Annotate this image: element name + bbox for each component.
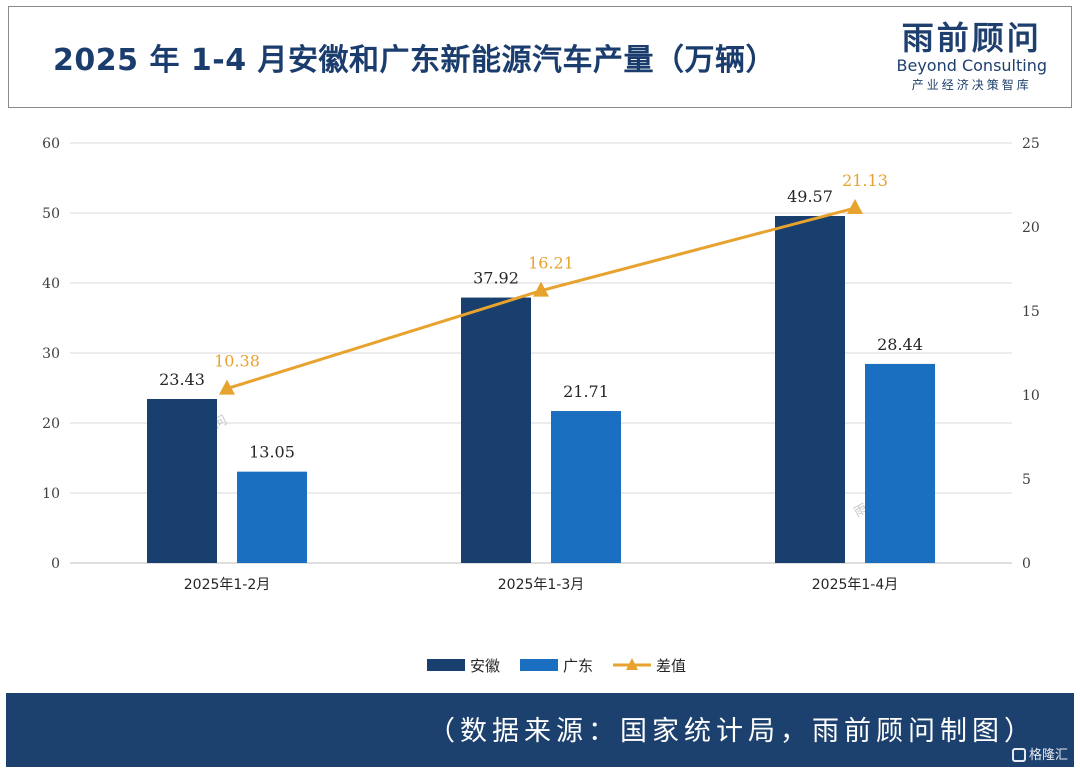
y-left-tick-label: 50 bbox=[42, 206, 60, 222]
source-footer: （数据来源：国家统计局，雨前顾问制图） 格隆汇 bbox=[6, 693, 1074, 767]
y-left-tick-label: 60 bbox=[42, 136, 60, 152]
y-right-tick-label: 15 bbox=[1022, 304, 1040, 320]
x-tick-label: 2025年1-4月 bbox=[812, 577, 899, 593]
x-tick-label: 2025年1-2月 bbox=[184, 577, 271, 593]
y-right-tick-label: 20 bbox=[1022, 220, 1040, 236]
y-right-tick-label: 10 bbox=[1022, 388, 1040, 404]
diff-point-marker bbox=[533, 281, 549, 297]
bar-anhui bbox=[147, 398, 217, 563]
legend-marker-diff bbox=[626, 658, 638, 670]
y-left-tick-label: 20 bbox=[42, 416, 60, 432]
diff-point-marker bbox=[219, 379, 235, 395]
bar-data-label: 13.05 bbox=[249, 443, 295, 462]
header-box: 2025 年 1-4 月安徽和广东新能源汽车产量（万辆） 雨前顾问 Beyond… bbox=[8, 6, 1072, 108]
bar-data-label: 21.71 bbox=[563, 382, 609, 401]
bar-anhui bbox=[461, 297, 531, 563]
bar-data-label: 37.92 bbox=[473, 269, 519, 288]
corner-watermark-text: 格隆汇 bbox=[1028, 748, 1068, 763]
y-left-tick-label: 0 bbox=[51, 556, 60, 572]
brand-logo: 雨前顾问 Beyond Consulting 产业经济决策智库 bbox=[897, 19, 1048, 93]
bar-data-label: 28.44 bbox=[877, 335, 923, 354]
legend-label: 广东 bbox=[563, 657, 593, 675]
legend-label: 安徽 bbox=[470, 657, 500, 675]
source-note: （数据来源：国家统计局，雨前顾问制图） bbox=[428, 716, 1036, 747]
legend-label: 差值 bbox=[656, 657, 686, 675]
bar-guangdong bbox=[865, 363, 935, 563]
corner-watermark: 格隆汇 bbox=[1011, 744, 1068, 763]
diff-data-label: 16.21 bbox=[528, 254, 574, 273]
legend-swatch-anhui bbox=[427, 659, 465, 671]
y-right-tick-label: 5 bbox=[1022, 472, 1031, 488]
y-left-tick-label: 40 bbox=[42, 276, 60, 292]
diff-series-line bbox=[226, 206, 856, 391]
y-left-tick-label: 10 bbox=[42, 486, 60, 502]
watermark-icon bbox=[1011, 748, 1026, 762]
bar-data-label: 49.57 bbox=[787, 187, 833, 206]
page-title: 2025 年 1-4 月安徽和广东新能源汽车产量（万辆） bbox=[53, 43, 777, 78]
logo-cn-text: 雨前顾问 bbox=[901, 19, 1042, 57]
chart-canvas: 01020304050600510152025雨前顾问雨前顾问23.4313.0… bbox=[42, 136, 1040, 675]
bar-guangdong bbox=[237, 471, 307, 563]
diff-data-label: 10.38 bbox=[214, 352, 260, 371]
bar-anhui bbox=[775, 216, 845, 563]
y-right-tick-label: 25 bbox=[1022, 136, 1040, 152]
y-left-tick-label: 30 bbox=[42, 346, 60, 362]
diff-data-label: 21.13 bbox=[842, 171, 888, 190]
logo-subtitle: 产业经济决策智库 bbox=[911, 78, 1032, 92]
bar-guangdong bbox=[551, 411, 621, 563]
bar-data-label: 23.43 bbox=[159, 370, 205, 389]
y-right-tick-label: 0 bbox=[1022, 556, 1031, 572]
diff-point-marker bbox=[847, 199, 863, 215]
logo-en-text: Beyond Consulting bbox=[896, 56, 1048, 75]
legend-swatch-guangdong bbox=[520, 659, 558, 671]
x-tick-label: 2025年1-3月 bbox=[498, 577, 585, 593]
